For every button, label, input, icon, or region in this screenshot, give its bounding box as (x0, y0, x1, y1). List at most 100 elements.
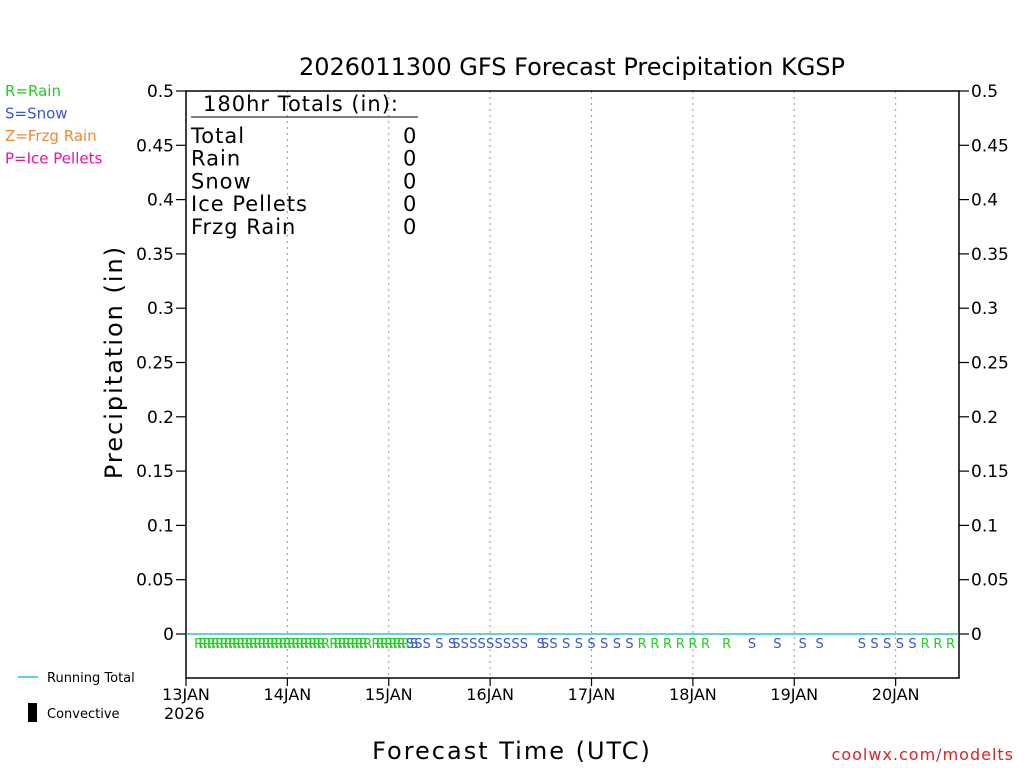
rain-mark: R (300, 637, 309, 652)
snow-mark: S (435, 637, 443, 652)
rain-mark: R (933, 637, 942, 652)
rain-mark: R (228, 637, 237, 652)
y-tick-label-right: 0.4 (971, 191, 998, 211)
rain-mark: R (350, 637, 359, 652)
rain-mark: R (384, 637, 393, 652)
rain-mark: R (722, 637, 731, 652)
running-total-legend-label: Running Total (47, 671, 135, 686)
rain-mark: R (401, 637, 410, 652)
snow-mark: S (549, 637, 557, 652)
plot-frame (185, 90, 960, 679)
rain-mark: R (676, 637, 685, 652)
x-tick-label: 18JAN (669, 685, 717, 704)
credit-text: coolwx.com/modelts (832, 745, 1014, 764)
snow-mark: S (799, 637, 807, 652)
rain-mark: R (258, 637, 267, 652)
y-tick-label-left: 0.2 (147, 408, 174, 428)
x-tick-label: 13JAN (162, 685, 210, 704)
x-axis-year-label: 2026 (164, 704, 205, 723)
snow-mark: S (478, 637, 486, 652)
snow-mark: S (448, 637, 456, 652)
snow-mark: S (748, 637, 756, 652)
x-tick-label: 17JAN (568, 685, 616, 704)
rain-mark: R (359, 637, 368, 652)
type-legend-item: Z=Frzg Rain (5, 127, 97, 145)
snow-mark: S (469, 637, 477, 652)
x-tick-label: 15JAN (365, 685, 413, 704)
totals-row-label: Ice Pellets (191, 192, 308, 216)
y-tick-label-left: 0.15 (136, 462, 174, 482)
rain-mark: R (355, 637, 364, 652)
y-tick-label-left: 0.45 (136, 136, 174, 156)
snow-mark: S (625, 637, 633, 652)
rain-mark: R (638, 637, 647, 652)
rain-mark: R (393, 637, 402, 652)
rain-mark: R (338, 637, 347, 652)
snow-mark: S (600, 637, 608, 652)
x-tick-label: 14JAN (264, 685, 312, 704)
rain-mark: R (304, 637, 313, 652)
snow-mark: S (520, 637, 528, 652)
snow-mark: S (452, 637, 460, 652)
rain-mark: R (334, 637, 343, 652)
x-axis: 13JAN 14JAN 15JAN 16JAN 17JAN 18JAN 19JAN 20JAN (162, 678, 919, 704)
rain-mark: R (663, 637, 672, 652)
rain-mark: R (946, 637, 955, 652)
x-tick-label: 16JAN (466, 685, 514, 704)
y-tick-label-right: 0 (971, 625, 982, 645)
rain-mark: R (215, 637, 224, 652)
x-tick-label: 19JAN (770, 685, 818, 704)
y-tick-label-left: 0 (163, 625, 174, 645)
rain-mark: R (342, 637, 351, 652)
totals-heading: 180hr Totals (in): (203, 92, 399, 116)
rain-mark: R (287, 637, 296, 652)
y-axis-right: 0 0.05 0.1 0.15 0.2 0.25 0.3 0.35 0.4 0.45 0.5 (959, 82, 1009, 645)
snow-mark: S (587, 637, 595, 652)
rain-mark: R (376, 637, 385, 652)
snow-mark: S (883, 637, 891, 652)
y-tick-label-left: 0.3 (147, 299, 174, 319)
chart-gridlines (286, 91, 897, 678)
snow-mark: S (503, 637, 511, 652)
snow-mark: S (870, 637, 878, 652)
totals-row-label: Rain (191, 147, 241, 171)
totals-row-value: 0 (403, 124, 417, 148)
rain-mark: R (224, 637, 233, 652)
snow-mark: S (896, 637, 904, 652)
y-tick-label-right: 0.5 (971, 82, 998, 102)
rain-mark: R (262, 637, 271, 652)
snow-mark: S (908, 637, 916, 652)
rain-mark: R (688, 637, 697, 652)
rain-mark: R (321, 637, 330, 652)
rain-mark: R (296, 637, 305, 652)
convective-legend-swatch (28, 703, 37, 722)
rain-mark: R (203, 637, 212, 652)
rain-mark: R (270, 637, 279, 652)
snow-mark: S (511, 637, 519, 652)
rain-mark: R (291, 637, 300, 652)
y-axis-left: 0 0.05 0.1 0.15 0.2 0.25 0.3 0.35 0.4 0.45 0.5 (136, 82, 186, 645)
y-tick-label-right: 0.45 (971, 136, 1009, 156)
x-axis-label: Forecast Time (UTC) (372, 737, 652, 765)
y-tick-label-left: 0.35 (136, 245, 174, 265)
snow-mark: S (773, 637, 781, 652)
snow-mark: S (406, 637, 414, 652)
y-axis-label: Precipitation (in) (100, 245, 128, 479)
rain-mark: R (245, 637, 254, 652)
snow-mark: S (486, 637, 494, 652)
rain-mark: R (198, 637, 207, 652)
y-tick-label-right: 0.3 (971, 299, 998, 319)
snow-mark: S (461, 637, 469, 652)
totals-row-value: 0 (403, 192, 417, 216)
rain-mark: R (317, 637, 326, 652)
x-tick-label: 20JAN (872, 685, 920, 704)
y-tick-label-left: 0.4 (147, 191, 174, 211)
y-tick-label-right: 0.35 (971, 245, 1009, 265)
precip-type-legend: R=Rain S=Snow Z=Frzg Rain P=Ice Pellets (5, 82, 102, 168)
rain-mark: R (211, 637, 220, 652)
snow-mark: S (613, 637, 621, 652)
snow-mark: S (494, 637, 502, 652)
snow-mark: S (541, 637, 549, 652)
